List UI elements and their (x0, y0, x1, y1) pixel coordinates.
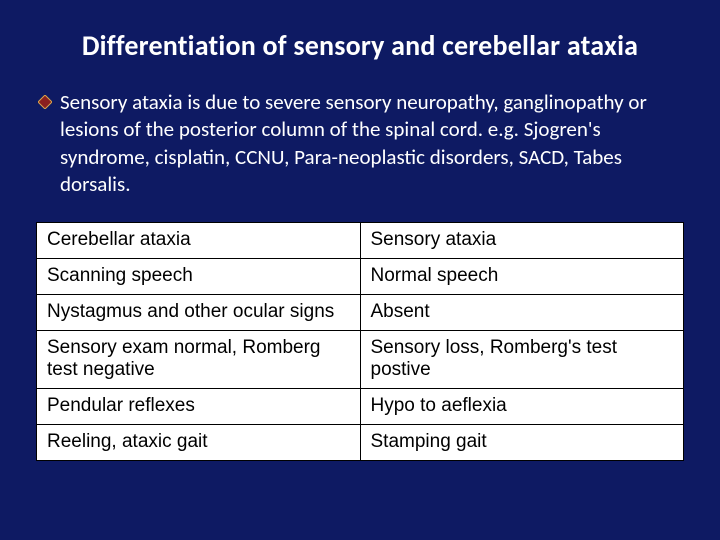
table-row: Sensory exam normal, Romberg test negati… (37, 331, 684, 389)
table-cell: Pendular reflexes (37, 389, 361, 425)
body-text-content: Sensory ataxia is due to severe sensory … (60, 89, 684, 198)
body-paragraph: Sensory ataxia is due to severe sensory … (56, 89, 684, 198)
table-cell: Reeling, ataxic gait (37, 425, 361, 461)
table-cell: Sensory loss, Romberg's test postive (360, 331, 684, 389)
table-row: Scanning speech Normal speech (37, 259, 684, 295)
table-cell: Sensory ataxia (360, 223, 684, 259)
diamond-bullet-icon (38, 95, 52, 109)
table-row: Nystagmus and other ocular signs Absent (37, 295, 684, 331)
table-cell: Cerebellar ataxia (37, 223, 361, 259)
table-cell: Hypo to aeflexia (360, 389, 684, 425)
table-row: Cerebellar ataxia Sensory ataxia (37, 223, 684, 259)
table-row: Pendular reflexes Hypo to aeflexia (37, 389, 684, 425)
table-row: Reeling, ataxic gait Stamping gait (37, 425, 684, 461)
table-cell: Absent (360, 295, 684, 331)
slide-title: Differentiation of sensory and cerebella… (36, 28, 684, 63)
table-cell: Normal speech (360, 259, 684, 295)
table-cell: Nystagmus and other ocular signs (37, 295, 361, 331)
table-cell: Stamping gait (360, 425, 684, 461)
table-cell: Scanning speech (37, 259, 361, 295)
table-cell: Sensory exam normal, Romberg test negati… (37, 331, 361, 389)
comparison-table: Cerebellar ataxia Sensory ataxia Scannin… (36, 222, 684, 461)
